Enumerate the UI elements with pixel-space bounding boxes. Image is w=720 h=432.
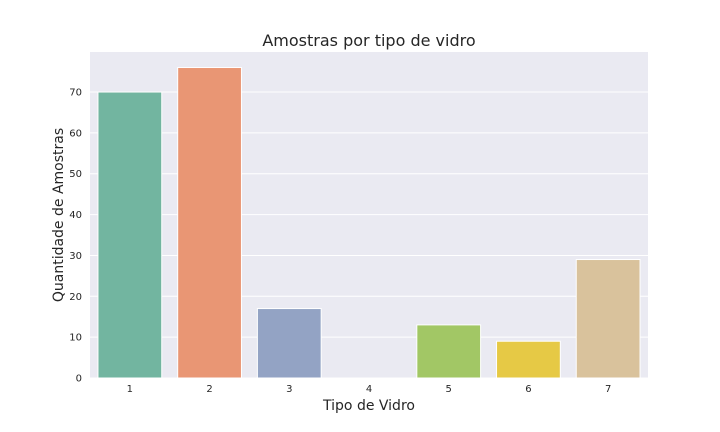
bar-2 (177, 67, 242, 379)
y-tick-label: 60 (69, 128, 82, 139)
y-tick-label: 30 (69, 251, 82, 262)
x-tick-label: 6 (525, 384, 531, 395)
y-tick-label: 20 (69, 292, 82, 303)
y-tick-labels: 0 10 20 30 40 50 60 70 (69, 88, 82, 385)
bars (97, 67, 641, 379)
x-tick-labels: 1 2 3 4 5 6 7 (127, 384, 612, 395)
x-tick-label: 7 (605, 384, 611, 395)
y-tick-label: 50 (69, 169, 82, 180)
y-tick-label: 10 (69, 333, 82, 344)
bar-6 (496, 340, 561, 379)
x-tick-label: 4 (366, 384, 372, 395)
y-tick-label: 70 (69, 88, 82, 99)
bar-1 (97, 91, 163, 379)
x-tick-label: 2 (206, 384, 212, 395)
y-tick-label: 0 (76, 374, 82, 385)
y-axis-label: Quantidade de Amostras (51, 128, 67, 302)
bar-3 (256, 308, 322, 379)
bar-5 (416, 324, 482, 379)
bar-7 (575, 259, 641, 379)
x-axis-label: Tipo de Vidro (322, 398, 415, 414)
x-tick-label: 1 (127, 384, 133, 395)
x-tick-label: 3 (286, 384, 292, 395)
y-tick-label: 40 (69, 210, 82, 221)
x-tick-label: 5 (446, 384, 452, 395)
chart-title: Amostras por tipo de vidro (262, 31, 475, 50)
